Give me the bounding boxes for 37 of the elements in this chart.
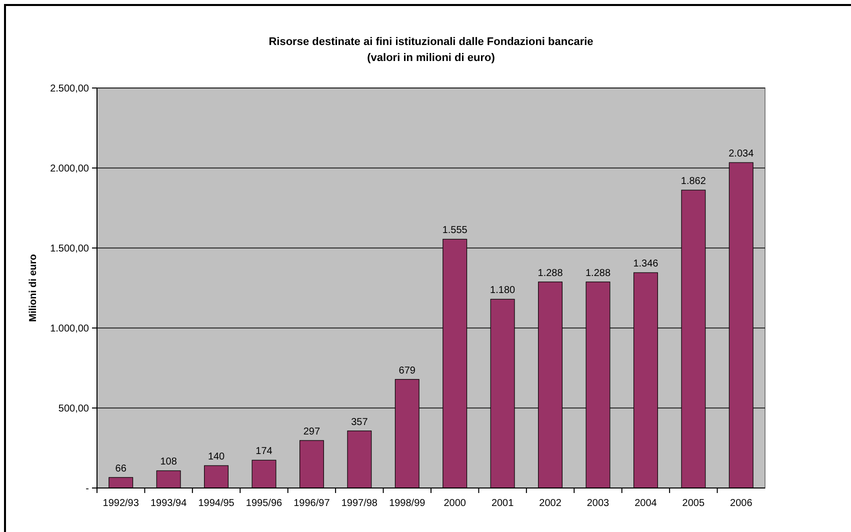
data-label: 1.288 xyxy=(585,268,611,279)
x-tick-label: 1993/94 xyxy=(150,498,188,509)
chart-title: Risorse destinate ai fini istituzionali dalle Fondazioni bancarie xyxy=(268,36,594,48)
x-tick-label: 1996/97 xyxy=(294,498,330,509)
x-tick-label: 1992/93 xyxy=(102,498,140,509)
x-tick-label: 2001 xyxy=(491,498,514,509)
y-tick-label: 2.500,00 xyxy=(50,84,90,94)
data-label: 357 xyxy=(351,416,368,428)
data-label: 108 xyxy=(160,456,178,468)
x-tick-label: 1994/95 xyxy=(198,498,235,509)
data-label: 1.555 xyxy=(442,225,468,236)
x-tick-label: 1997/98 xyxy=(341,498,378,509)
x-tick-label: 2003 xyxy=(586,498,610,509)
data-label: 1.180 xyxy=(490,285,516,296)
x-tick-label: 1998/99 xyxy=(389,498,426,509)
chart-subtitle: (valori in milioni di euro) xyxy=(367,52,496,64)
y-tick-label: 1.000,00 xyxy=(50,324,90,334)
x-tick-label: 2006 xyxy=(730,498,753,509)
x-tick-label: 2004 xyxy=(634,498,658,509)
y-tick-label: 500,00 xyxy=(58,404,90,414)
data-label: 66 xyxy=(115,463,127,474)
y-tick-label: - xyxy=(86,484,89,494)
y-axis-title: Milioni di euro xyxy=(28,254,39,322)
data-label: 174 xyxy=(256,446,273,458)
data-label: 140 xyxy=(208,452,226,463)
data-label: 679 xyxy=(398,365,416,376)
data-label: 1.288 xyxy=(538,268,564,279)
y-tick-label: 1.500,00 xyxy=(50,244,90,254)
x-tick-label: 1995/96 xyxy=(246,498,283,509)
y-tick-label: 2.000,00 xyxy=(50,164,90,174)
data-label: 1.346 xyxy=(633,258,659,270)
x-tick-label: 2005 xyxy=(682,498,705,509)
data-label: 297 xyxy=(303,426,320,438)
data-label: 2.034 xyxy=(728,148,754,160)
x-tick-label: 2000 xyxy=(444,498,466,509)
x-tick-label: 2002 xyxy=(539,498,562,509)
data-label: 1.862 xyxy=(680,176,706,188)
